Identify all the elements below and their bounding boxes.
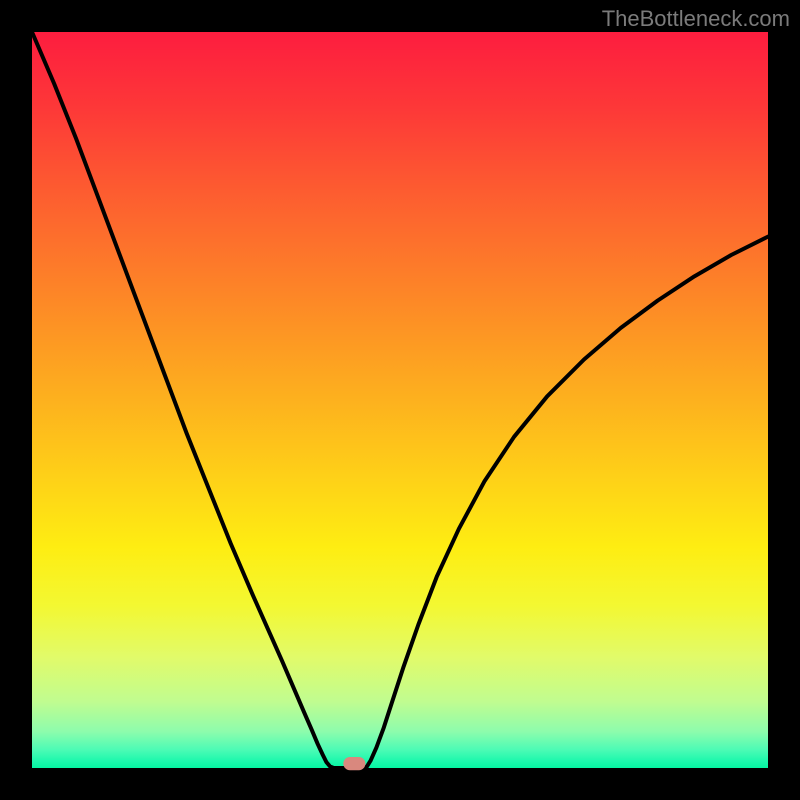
bottleneck-curve-chart xyxy=(0,0,800,800)
chart-container: TheBottleneck.com xyxy=(0,0,800,800)
plot-background xyxy=(32,32,768,768)
optimum-marker xyxy=(343,757,365,770)
